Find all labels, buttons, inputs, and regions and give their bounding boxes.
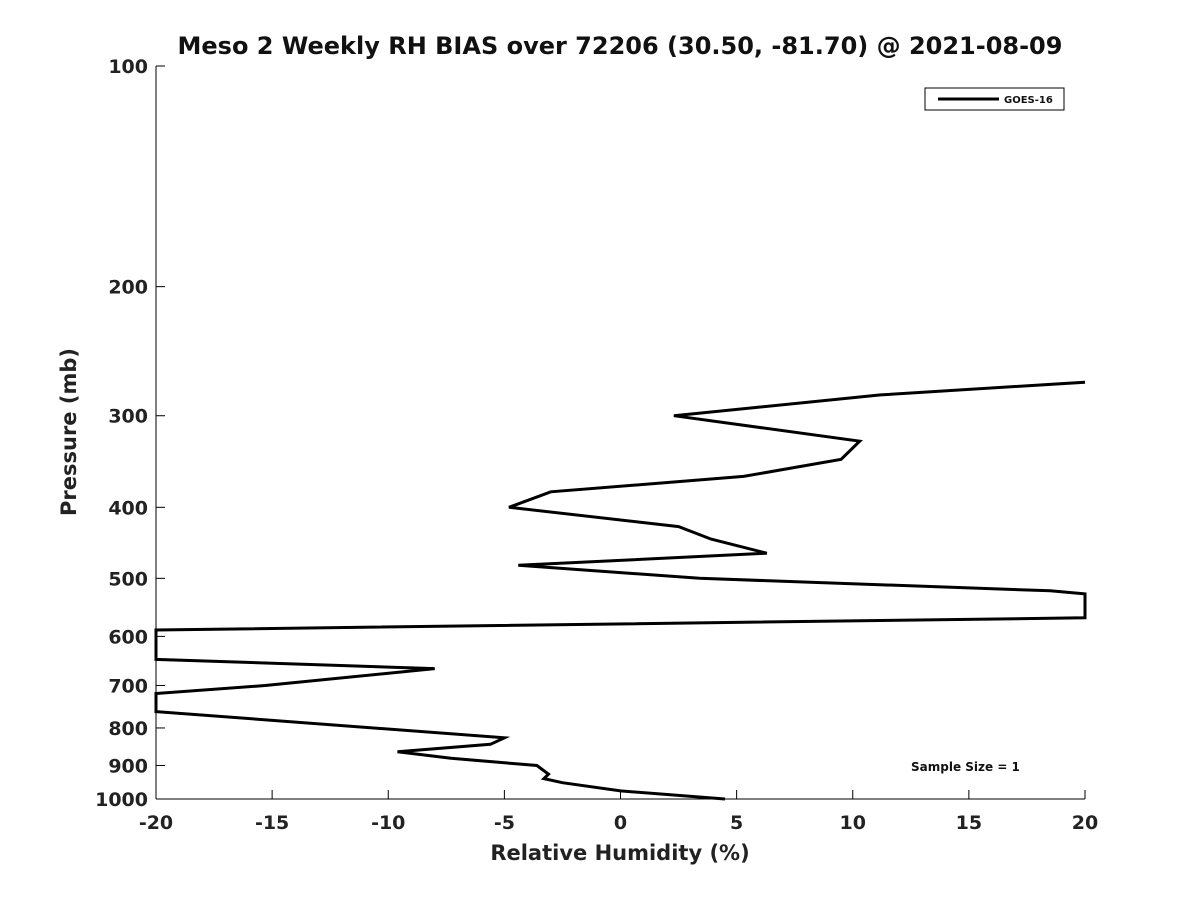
x-tick-label: 10 — [840, 812, 866, 834]
x-tick-label: 15 — [956, 812, 982, 834]
series-layer — [154, 380, 1087, 801]
x-axis-label: Relative Humidity (%) — [490, 841, 749, 865]
y-tick-label: 300 — [108, 406, 148, 428]
y-tick-label: 400 — [108, 497, 148, 519]
y-tick-label: 500 — [108, 568, 148, 590]
legend: GOES-16 — [924, 87, 1065, 111]
chart-title: Meso 2 Weekly RH BIAS over 72206 (30.50,… — [178, 32, 1063, 60]
x-tick-label: 5 — [730, 812, 743, 834]
x-tick-label: -5 — [494, 812, 515, 834]
x-tick-label: 0 — [614, 812, 627, 834]
y-tick-label: 700 — [108, 675, 148, 697]
y-ticks: 100 200 300 400 500 600 700 800 900 1000 — [95, 56, 165, 811]
x-ticks: -20 -15 -10 -5 0 5 10 15 20 — [139, 790, 1098, 834]
y-tick-label: 900 — [108, 755, 148, 777]
y-tick-label: 100 — [108, 56, 148, 78]
y-tick-label: 1000 — [95, 789, 148, 811]
x-tick-label: -15 — [255, 812, 289, 834]
series-line-goes-16 — [154, 380, 1087, 801]
y-tick-label: 800 — [108, 718, 148, 740]
x-tick-label: 20 — [1072, 812, 1098, 834]
y-tick-label: 200 — [108, 277, 148, 299]
legend-label-goes-16: GOES-16 — [1004, 95, 1053, 106]
y-tick-label: 600 — [108, 626, 148, 648]
sample-size-annotation: Sample Size = 1 — [911, 760, 1020, 774]
y-axis-label: Pressure (mb) — [57, 348, 81, 516]
plot-area — [155, 66, 1085, 800]
x-tick-label: -20 — [139, 812, 173, 834]
x-tick-label: -10 — [371, 812, 405, 834]
